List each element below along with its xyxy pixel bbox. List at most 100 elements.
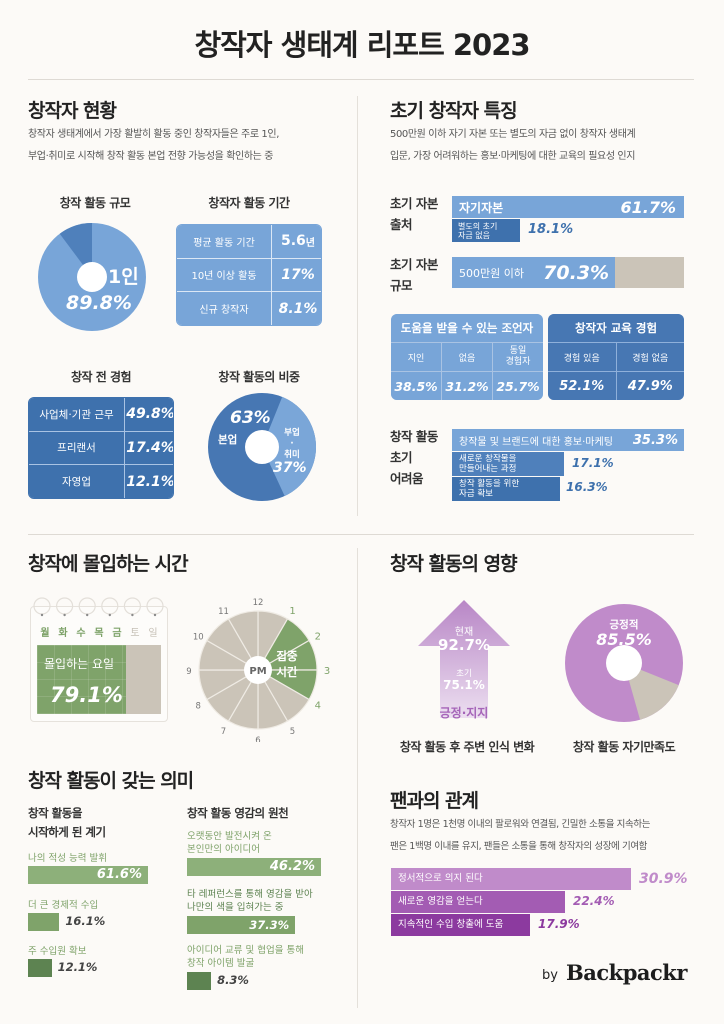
mentor-value: 38.5% — [391, 372, 441, 400]
bar-label: 창작 활동을 위한 자금 확보 — [459, 479, 519, 499]
bar-label: 새로운 창작물을 만들어내는 과정 — [459, 454, 516, 474]
scale-donut — [38, 223, 146, 331]
ring-icon — [78, 597, 96, 615]
arrow-early-value: 75.1% — [443, 678, 485, 692]
label-line: 초기 자본 — [390, 257, 438, 272]
perception-caption: 창작 활동 후 주변 인식 변화 — [399, 740, 535, 754]
mentor-col-label: 없음 — [442, 343, 492, 371]
slice-other — [59, 223, 92, 277]
ring-icon — [33, 597, 51, 615]
label-line: 동일 — [509, 346, 527, 356]
label-line: · — [290, 439, 294, 449]
satisfaction-caption: 창작 활동 자기만족도 — [572, 740, 676, 754]
capital-size-label: 초기 자본 규모 — [390, 254, 438, 296]
start-item-bar — [28, 959, 52, 977]
mentor-table: 도움을 받을 수 있는 조언자 지인 없음 동일 경험자 38.5% 31.2% … — [391, 314, 543, 400]
arrow-bottom-label: 긍정·지지 — [439, 706, 489, 720]
fan-bar: 새로운 영감을 얻는다 — [391, 891, 565, 913]
bar-label: 창작물 및 브랜드에 대한 홍보·마케팅 — [459, 436, 613, 448]
clock-number: 9 — [186, 667, 191, 677]
ring-hole — [153, 613, 157, 617]
bar-new-work-value: 17.1% — [572, 456, 614, 470]
bar-value: 35.3% — [632, 432, 678, 448]
mentor-value: 25.7% — [493, 372, 543, 400]
period-label: 평균 활동 기간 — [177, 225, 271, 258]
share-main-label: 본업 — [218, 434, 238, 446]
calendar-rings — [33, 597, 164, 617]
label-line: 출처 — [390, 217, 413, 232]
inspiration-item-label: 오랫동안 발전시켜 온 본인만의 아이디어 — [187, 831, 272, 855]
mentor-title: 도움을 받을 수 있는 조언자 — [391, 314, 543, 342]
clock-number: 3 — [324, 666, 330, 677]
label-line: 취미 — [284, 450, 300, 460]
bar-label: 자기자본 — [459, 200, 504, 215]
inspiration-item-value: 8.3% — [217, 973, 249, 987]
start-item-label: 더 큰 경제적 수입 — [28, 900, 99, 911]
label-line: 집중 — [276, 649, 298, 663]
desc-line: 팬은 1백명 이내를 유지, 팬들은 소통을 통해 창작자의 성장에 기여함 — [390, 841, 648, 852]
inspiration-item-bar — [187, 972, 212, 990]
bar-no-capital: 별도의 초기 자금 없음 — [452, 219, 520, 242]
label-line: 자금 없음 — [458, 230, 490, 240]
satisfaction-donut — [565, 604, 683, 722]
period-value: 5.6 년 — [272, 225, 321, 258]
inspiration-item-value: 46.2% — [269, 859, 315, 874]
experience-label: 자영업 — [29, 465, 124, 498]
arrow-early-label: 초기 — [456, 669, 472, 679]
day-label: 수 — [76, 628, 86, 639]
period-label: 10년 이상 활동 — [177, 258, 271, 292]
label-line: 시작하게 된 계기 — [28, 825, 106, 839]
bar-label: 별도의 초기 자금 없음 — [458, 222, 497, 240]
day-label: 금 — [112, 628, 122, 639]
clock-number: 5 — [290, 727, 295, 737]
label-line: 초기 자본 — [390, 196, 438, 211]
calendar-weekday-fill — [37, 645, 126, 714]
clock-center — [244, 656, 272, 684]
period-label: 신규 창작자 — [177, 292, 271, 325]
education-col-label: 경험 없음 — [616, 343, 684, 371]
bar-label: 500만원 이하 — [459, 266, 524, 280]
share-title: 창작 활동의 비중 — [218, 370, 300, 384]
experience-value: 49.8% — [125, 398, 173, 431]
ring-hole — [63, 613, 66, 617]
perception-arrow — [418, 600, 510, 718]
divider — [28, 534, 694, 535]
bar-new-work: 새로운 창작물을 만들어내는 과정 — [452, 452, 564, 476]
focus-label: 집중 시간 — [272, 648, 302, 680]
bar-no-capital-value: 18.1% — [528, 222, 574, 237]
experience-label: 프리랜서 — [29, 431, 124, 465]
experience-table: 사업체·기관 근무 49.8% 프리랜서 17.4% 자영업 12.1% — [28, 397, 174, 499]
start-item-value: 16.1% — [65, 914, 106, 928]
start-title: 창작 활동을 시작하게 된 계기 — [28, 804, 106, 842]
fan-bar: 지속적인 수입 창출에 도움 — [391, 914, 531, 936]
satisfaction-label: 긍정적 — [609, 619, 639, 631]
clock-number: 12 — [253, 598, 264, 608]
inspiration-item-label: 타 레퍼런스를 통해 영감을 받아 나만의 색을 입혀가는 중 — [187, 889, 313, 913]
divider — [357, 96, 358, 516]
label-line: 초기 — [390, 450, 413, 465]
ring-icon — [146, 597, 164, 615]
day-label: 목 — [94, 628, 104, 639]
donut-hole — [245, 430, 279, 464]
donut-hole — [606, 645, 642, 681]
period-value: 17% — [272, 258, 321, 292]
inspiration-item-label: 아이디어 교류 및 협업을 통해 창작 아이템 발굴 — [187, 945, 304, 969]
desc-line: 창작자 생태계에서 가장 활발히 활동 중인 창작자들은 주로 1인, — [28, 129, 279, 140]
experience-title: 창작 전 경험 — [70, 370, 132, 384]
label-line: 시간 — [276, 665, 298, 679]
label-line: 창작 활동을 — [28, 806, 82, 820]
start-item-value: 12.1% — [57, 960, 98, 974]
period-value: 8.1% — [272, 292, 321, 325]
experience-value: 17.4% — [125, 431, 173, 465]
divider — [28, 79, 694, 80]
label-line: 창작 활동 — [390, 429, 438, 444]
clock-number: 11 — [218, 607, 229, 617]
clock-number: 8 — [196, 702, 201, 712]
clock-number: 6 — [255, 736, 260, 742]
share-side-label: 부업 · 취미 — [280, 428, 304, 461]
bar-marketing: 창작물 및 브랜드에 대한 홍보·마케팅 35.3% — [452, 429, 684, 451]
period-table: 평균 활동 기간 5.6 년 10년 이상 활동 17% 신규 창작자 8.1% — [176, 224, 322, 326]
label-line: 새로운 창작물을 — [459, 454, 517, 464]
desc-line: 입문, 가장 어려워하는 홍보·마케팅에 대한 교육의 필요성 인지 — [390, 151, 636, 162]
fan-bar: 정서적으로 의지 된다 — [391, 868, 631, 890]
